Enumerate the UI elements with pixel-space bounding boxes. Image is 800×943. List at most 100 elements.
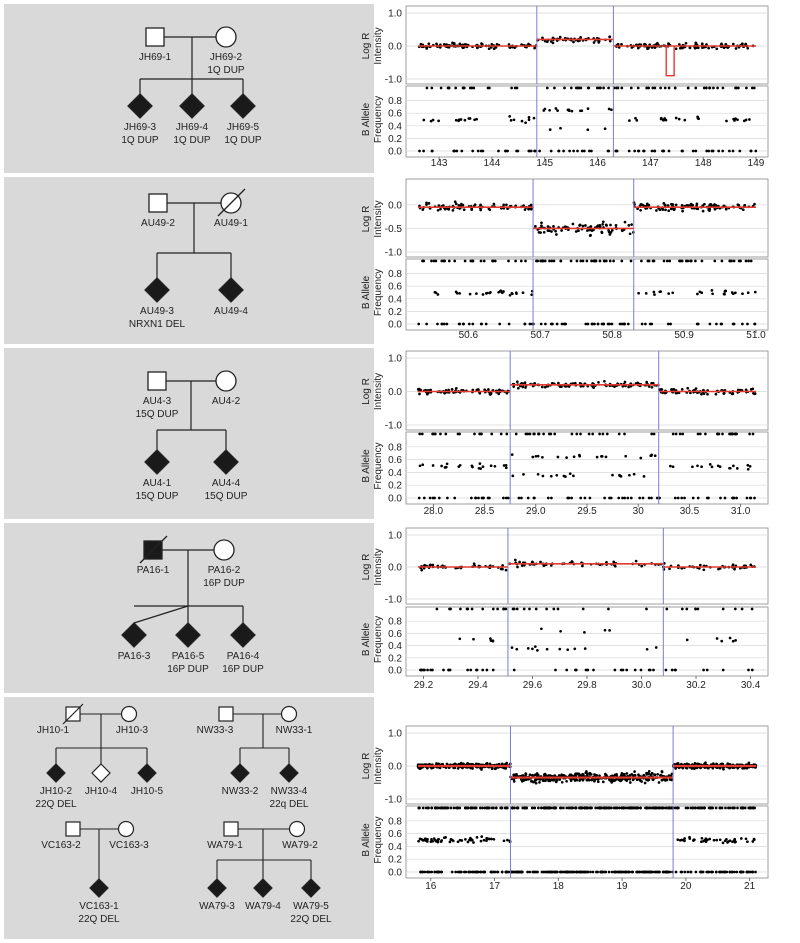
logr-point [717, 567, 720, 571]
baf-point [618, 474, 622, 478]
baf-point [516, 149, 520, 153]
baf-point [598, 259, 602, 263]
baf-point [570, 806, 574, 810]
baf-point [658, 870, 661, 874]
baf-point [667, 806, 670, 810]
baf-point [484, 322, 488, 326]
baf-point [620, 322, 624, 326]
logr-point [558, 35, 562, 39]
logr-point [670, 202, 673, 206]
baf-point [472, 86, 476, 90]
baf-point [738, 149, 742, 153]
baf-point [593, 322, 596, 326]
baf-point [506, 806, 509, 810]
baf-point [695, 322, 699, 326]
baf-point [536, 649, 539, 652]
logr-point [569, 773, 572, 777]
baf-point [753, 496, 756, 500]
baf-point [728, 466, 732, 470]
baf-point [700, 465, 703, 469]
baf-point [545, 607, 548, 611]
logr-point [501, 567, 504, 571]
baf-point [731, 149, 735, 153]
baf-point [600, 455, 603, 458]
baf-point [544, 322, 547, 326]
logr-point [470, 208, 474, 211]
x-tick-label: 50.8 [602, 330, 622, 341]
logr-point [533, 778, 537, 782]
baf-point [659, 290, 663, 293]
baf-point [753, 290, 757, 294]
baf-point [559, 126, 562, 130]
baf-point [639, 456, 643, 460]
baf-point [668, 870, 672, 874]
baf-point [444, 432, 448, 436]
logr-tick-label: 0.0 [388, 762, 402, 773]
baf-point [442, 836, 446, 840]
baf-tick-label: 0.0 [388, 868, 402, 879]
logr-point [609, 779, 612, 782]
baf-point [428, 496, 432, 500]
logr-point [419, 42, 423, 46]
baf-point [691, 806, 694, 810]
label-NW33-3: NW33-3 [197, 725, 234, 736]
baf-point [527, 149, 531, 153]
logr-point [627, 224, 631, 227]
baf-point [572, 455, 576, 459]
baf-point [470, 86, 474, 90]
baf-point [510, 86, 513, 90]
baf-point [548, 259, 551, 263]
baf-point [566, 648, 570, 652]
baf-point [741, 806, 745, 810]
logr-point [608, 35, 612, 39]
logr-point [711, 766, 715, 770]
baf-point [472, 841, 475, 844]
baf-point [744, 118, 748, 122]
x-tick-label: 149 [748, 158, 765, 169]
baf-point [541, 474, 545, 478]
logr-point [653, 46, 657, 49]
logr-point [476, 388, 480, 391]
logr-point [744, 388, 748, 392]
logr-point [488, 393, 492, 396]
logr-point [730, 392, 734, 396]
baf-point [627, 806, 631, 810]
baf-point [693, 838, 696, 842]
baf-point [621, 496, 624, 500]
logr-axis-label-line2: Intensity [373, 747, 384, 784]
baf-point [481, 607, 485, 611]
baf-point [532, 116, 536, 120]
baf-point [474, 496, 477, 500]
logr-point [549, 40, 553, 43]
baf-point [523, 322, 527, 326]
genotype-JH69-4: 1Q DUP [173, 135, 211, 146]
logr-point [669, 207, 673, 211]
baf-point [514, 432, 518, 436]
baf-point [638, 496, 642, 500]
baf-point [752, 86, 756, 90]
baf-point [754, 870, 757, 874]
baf-point [572, 870, 576, 874]
baf-point [524, 121, 527, 125]
baf-point [725, 870, 729, 874]
label-JH10-1: JH10-1 [37, 725, 70, 736]
baf-point [620, 86, 624, 90]
baf-point [625, 668, 629, 672]
x-tick-label: 50.9 [674, 330, 694, 341]
baf-point [664, 668, 668, 672]
logr-point [497, 392, 501, 396]
baf-point [721, 432, 724, 436]
baf-point [531, 647, 534, 651]
baf-point [537, 806, 540, 810]
baf-point [476, 149, 480, 153]
logr-point [471, 388, 475, 392]
logr-point [703, 202, 706, 206]
baf-point [636, 149, 640, 153]
baf-point [549, 432, 553, 436]
baf-point [711, 292, 714, 296]
circle-symbol-JH10-3 [120, 705, 138, 723]
baf-point [478, 806, 482, 810]
baf-point [425, 322, 428, 326]
logr-point [601, 780, 605, 784]
baf-point [700, 291, 704, 295]
